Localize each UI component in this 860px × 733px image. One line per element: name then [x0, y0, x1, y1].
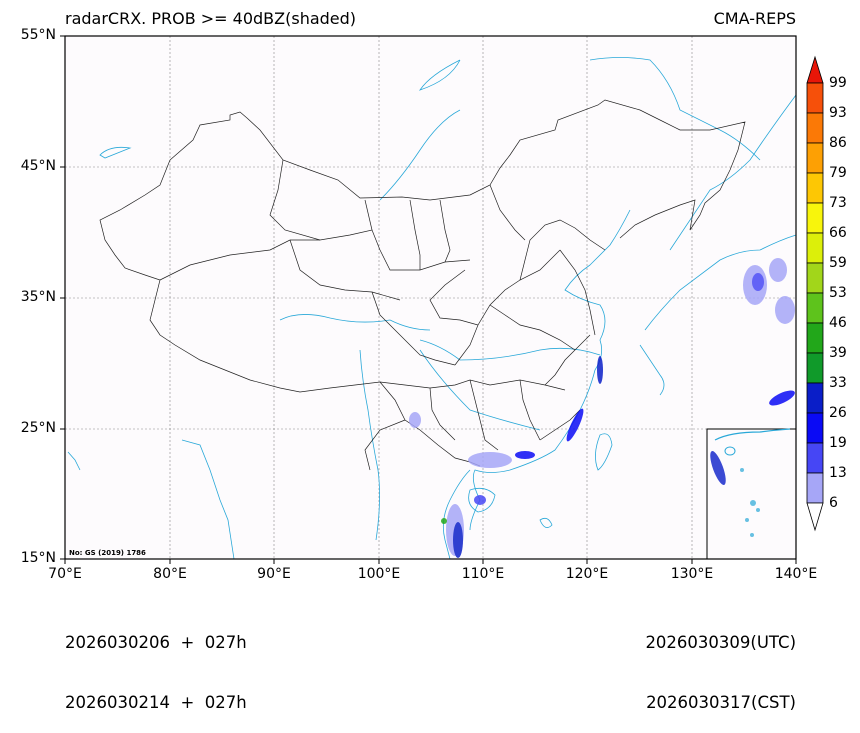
- valid-time-block: 2026030309(UTC) 2026030317(CST): [645, 593, 796, 733]
- ytick-25n: 25°N: [20, 420, 56, 436]
- ytick-45n: 45°N: [20, 158, 56, 174]
- colorbar: [806, 55, 824, 532]
- colorbar-label-19: 19: [829, 435, 847, 451]
- xtick-120e: 120°E: [565, 566, 609, 582]
- inset-map: [706, 428, 797, 560]
- map-plot: [60, 35, 824, 564]
- colorbar-label-66: 66: [829, 225, 847, 241]
- model-name: CMA-REPS: [713, 9, 796, 28]
- colorbar-label-99: 99: [829, 75, 847, 91]
- valid-time-utc: 2026030309(UTC): [645, 633, 796, 652]
- colorbar-label-73: 73: [829, 195, 847, 211]
- xtick-70e: 70°E: [48, 566, 82, 582]
- admin-borders: [99, 99, 746, 471]
- plot-area: [65, 36, 796, 559]
- colorbar-label-6: 6: [829, 495, 838, 511]
- colorbar-label-26: 26: [829, 405, 847, 421]
- colorbar-label-53: 53: [829, 285, 847, 301]
- init-time-cst: 2026030214 + 027h: [65, 693, 247, 712]
- ytick-15n: 15°N: [20, 550, 56, 566]
- init-time-utc: 2026030206 + 027h: [65, 633, 247, 652]
- xtick-140e: 140°E: [774, 566, 818, 582]
- colorbar-label-33: 33: [829, 375, 847, 391]
- ytick-35n: 35°N: [20, 289, 56, 305]
- coastlines: [67, 57, 797, 560]
- chart-title: radarCRX. PROB >= 40dBZ(shaded): [65, 9, 357, 28]
- xtick-130e: 130°E: [670, 566, 714, 582]
- colorbar-label-86: 86: [829, 135, 847, 151]
- colorbar-label-79: 79: [829, 165, 847, 181]
- xtick-80e: 80°E: [153, 566, 187, 582]
- tick-marks: [60, 35, 797, 564]
- shaded-probability: [409, 258, 795, 558]
- xtick-90e: 90°E: [257, 566, 291, 582]
- xtick-100e: 100°E: [357, 566, 401, 582]
- valid-time-cst: 2026030317(CST): [646, 693, 796, 712]
- colorbar-label-46: 46: [829, 315, 847, 331]
- colorbar-label-39: 39: [829, 345, 847, 361]
- colorbar-label-13: 13: [829, 465, 847, 481]
- init-time-block: 2026030206 + 027h 2026030214 + 027h: [65, 593, 247, 733]
- xtick-110e: 110°E: [461, 566, 505, 582]
- map-approval-number: No: GS (2019) 1786: [69, 549, 146, 557]
- ytick-55n: 55°N: [20, 27, 56, 43]
- colorbar-label-59: 59: [829, 255, 847, 271]
- colorbar-label-93: 93: [829, 105, 847, 121]
